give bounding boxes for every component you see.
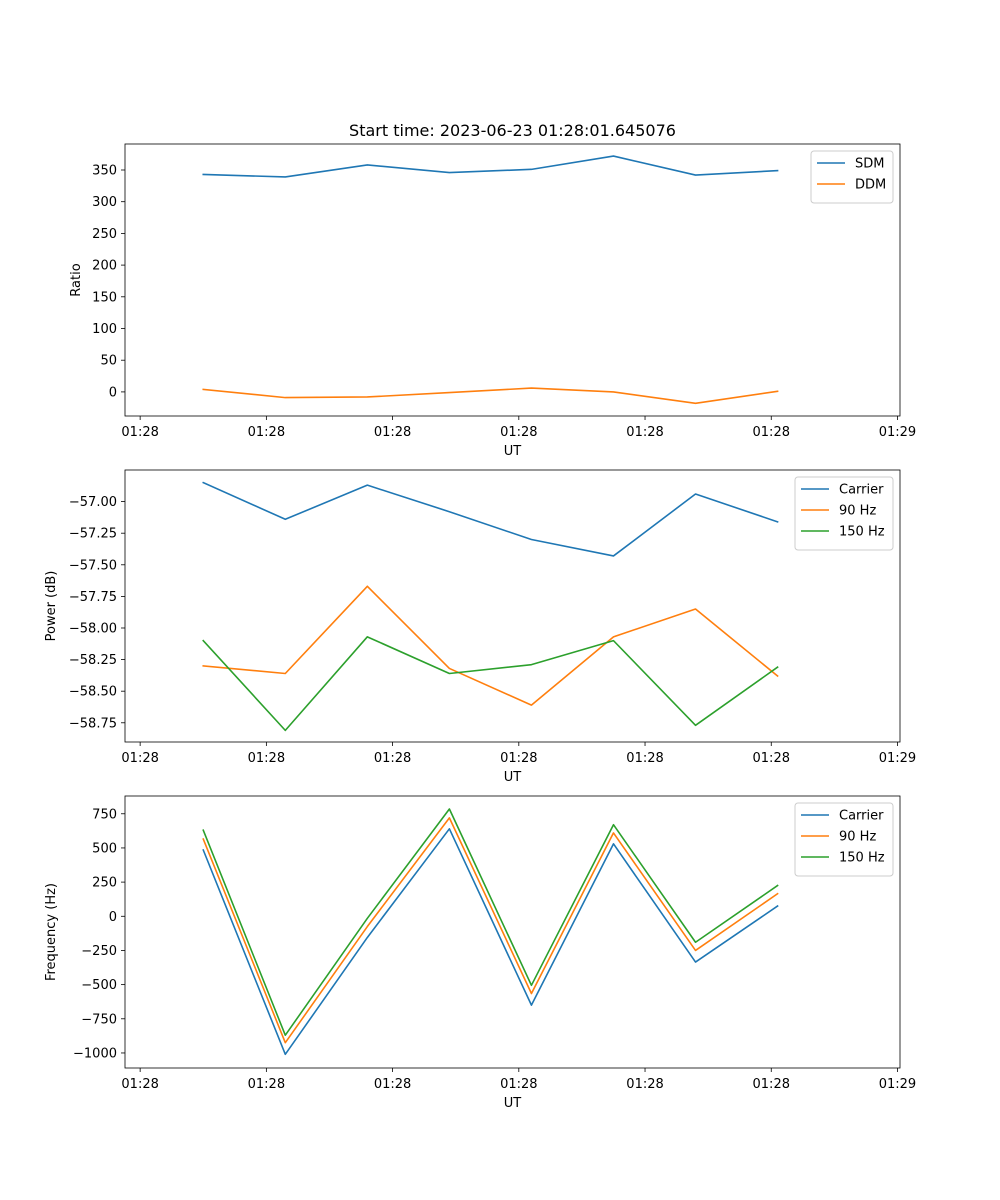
y-tick-label: −58.00 xyxy=(69,621,117,636)
series-line-carrier xyxy=(202,827,779,1056)
legend: SDM DDM xyxy=(810,150,894,204)
x-tick-label: 01:28 xyxy=(753,1077,790,1092)
x-tick-label: 01:28 xyxy=(248,1077,285,1092)
x-tick-label: 01:28 xyxy=(248,751,285,766)
x-tick-label: 01:28 xyxy=(374,1077,411,1092)
y-tick-label: 500 xyxy=(92,841,117,856)
x-tick-label: 01:28 xyxy=(121,1077,158,1092)
legend-label: 150 Hz xyxy=(839,525,885,540)
y-tick-label: −57.50 xyxy=(69,558,117,573)
axes-frame xyxy=(124,469,901,743)
legend-label: 90 Hz xyxy=(839,830,876,845)
y-tick-label: 200 xyxy=(92,259,117,274)
y-tick-label: −58.50 xyxy=(69,685,117,700)
y-tick-label: −1000 xyxy=(73,1046,117,1061)
legend: Carrier 90 Hz 150 Hz xyxy=(794,476,894,551)
y-tick-label: −57.00 xyxy=(69,495,117,510)
y-tick-label: −750 xyxy=(81,1012,117,1027)
legend-label: SDM xyxy=(855,157,884,172)
legend-label: Carrier xyxy=(839,483,884,498)
y-tick-label: −500 xyxy=(81,978,117,993)
y-tick-label: 0 xyxy=(109,385,117,400)
series-line-90-hz xyxy=(202,817,779,1044)
legend-label: Carrier xyxy=(839,809,884,824)
series-line-150-hz xyxy=(202,636,779,732)
legend-label: 90 Hz xyxy=(839,504,876,519)
y-tick-label: −57.75 xyxy=(69,590,117,605)
x-axis-label: UT xyxy=(504,1096,522,1111)
panel-3: 01:28 01:28 01:28 01:28 01:28 01:28 01:29 −1000… xyxy=(44,795,916,1111)
legend-box xyxy=(810,150,894,204)
y-tick-label: 250 xyxy=(92,876,117,891)
x-tick-label: 01:28 xyxy=(500,425,537,440)
y-axis-label: Power (dB) xyxy=(44,571,59,642)
x-tick-label: 01:29 xyxy=(879,1077,916,1092)
y-tick-label: 150 xyxy=(92,290,117,305)
y-tick-label: 100 xyxy=(92,322,117,337)
x-tick-label: 01:29 xyxy=(879,751,916,766)
y-tick-label: −58.75 xyxy=(69,716,117,731)
legend: Carrier 90 Hz 150 Hz xyxy=(794,802,894,877)
x-tick-label: 01:29 xyxy=(879,425,916,440)
series-line-carrier xyxy=(202,481,779,557)
series-line-ddm xyxy=(202,387,779,405)
x-tick-label: 01:28 xyxy=(121,751,158,766)
x-tick-label: 01:28 xyxy=(374,425,411,440)
x-tick-label: 01:28 xyxy=(121,425,158,440)
y-tick-label: 300 xyxy=(92,195,117,210)
y-tick-label: 0 xyxy=(109,910,117,925)
x-tick-label: 01:28 xyxy=(626,1077,663,1092)
y-tick-label: 50 xyxy=(100,354,117,369)
x-axis-label: UT xyxy=(504,444,522,459)
x-axis-label: UT xyxy=(504,770,522,785)
y-tick-label: 350 xyxy=(92,163,117,178)
x-tick-label: 01:28 xyxy=(500,751,537,766)
panels: 01:28 01:28 01:28 01:28 01:28 01:28 01:29 0 50 10… xyxy=(44,143,916,1111)
figure-title: Start time: 2023-06-23 01:28:01.645076 xyxy=(349,121,676,140)
y-axis-label: Frequency (Hz) xyxy=(44,883,59,981)
series-line-150-hz xyxy=(202,808,779,1036)
panel-1: 01:28 01:28 01:28 01:28 01:28 01:28 01:29 0 50 10… xyxy=(69,143,916,459)
axes-frame xyxy=(124,143,901,417)
series-line-sdm xyxy=(202,155,779,178)
series-line-90-hz xyxy=(202,585,779,706)
legend-label: 150 Hz xyxy=(839,851,885,866)
x-tick-label: 01:28 xyxy=(374,751,411,766)
y-tick-label: −57.25 xyxy=(69,527,117,542)
x-tick-label: 01:28 xyxy=(753,751,790,766)
y-tick-label: 250 xyxy=(92,227,117,242)
legend-label: DDM xyxy=(855,178,886,193)
x-tick-label: 01:28 xyxy=(626,425,663,440)
x-tick-label: 01:28 xyxy=(753,425,790,440)
panel-2: 01:28 01:28 01:28 01:28 01:28 01:28 01:29 −58.7… xyxy=(44,469,916,785)
y-axis-label: Ratio xyxy=(69,263,84,296)
x-tick-label: 01:28 xyxy=(248,425,285,440)
x-tick-label: 01:28 xyxy=(500,1077,537,1092)
y-tick-label: −250 xyxy=(81,944,117,959)
y-tick-label: −58.25 xyxy=(69,653,117,668)
y-tick-label: 750 xyxy=(92,807,117,822)
axes-frame xyxy=(124,795,901,1069)
x-tick-label: 01:28 xyxy=(626,751,663,766)
